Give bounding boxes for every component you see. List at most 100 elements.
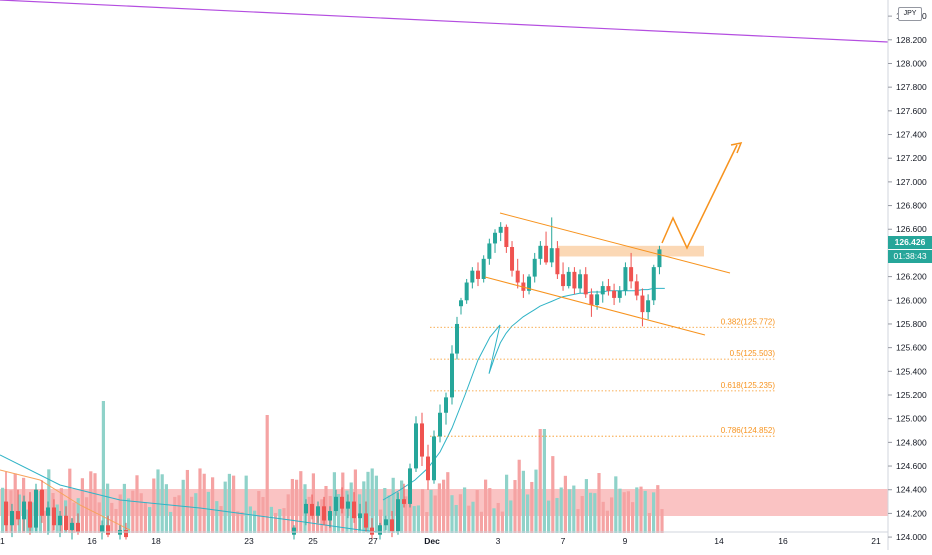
candle[interactable]	[600, 281, 605, 303]
pre-rally-candle[interactable]	[396, 492, 400, 535]
candle[interactable]	[646, 294, 651, 320]
volume-bar	[232, 475, 236, 533]
early-candle[interactable]	[340, 487, 344, 514]
early-candle[interactable]	[4, 471, 8, 532]
candle[interactable]	[532, 252, 537, 283]
early-candle[interactable]	[310, 494, 314, 520]
candle[interactable]	[527, 274, 532, 295]
pre-rally-candle[interactable]	[378, 522, 382, 540]
candle[interactable]	[493, 229, 498, 253]
candle[interactable]	[459, 297, 463, 315]
candle[interactable]	[640, 288, 645, 327]
candle[interactable]	[515, 258, 520, 289]
candle[interactable]	[578, 269, 583, 294]
candle[interactable]	[487, 238, 492, 265]
early-candle[interactable]	[28, 492, 32, 535]
resistance-zone[interactable]	[558, 245, 704, 257]
early-candle[interactable]	[364, 501, 368, 533]
candle-body	[606, 286, 611, 291]
pre-rally-candle[interactable]	[438, 404, 442, 443]
pre-rally-candle[interactable]	[420, 412, 424, 467]
early-candle[interactable]	[22, 495, 26, 532]
early-candle[interactable]	[40, 480, 44, 523]
long-term-trendline[interactable]	[0, 0, 889, 43]
early-candle[interactable]	[70, 518, 74, 540]
channel-upper-line[interactable]	[499, 212, 731, 274]
volume-bar	[660, 509, 664, 533]
candle[interactable]	[589, 288, 594, 317]
time-tick-label: 21	[871, 536, 881, 546]
candle[interactable]	[583, 267, 588, 298]
pre-rally-candle[interactable]	[426, 444, 430, 490]
pre-rally-candle[interactable]	[455, 316, 459, 360]
early-candle[interactable]	[124, 522, 128, 540]
early-candle[interactable]	[76, 513, 80, 535]
pre-rally-candle[interactable]	[402, 483, 406, 508]
moving-average-line[interactable]	[382, 287, 665, 501]
pre-rally-candle[interactable]	[432, 430, 436, 484]
candle[interactable]	[498, 222, 503, 242]
candle[interactable]	[521, 274, 526, 298]
volume-bar	[555, 497, 559, 533]
pre-rally-candle-body	[414, 423, 418, 469]
candle[interactable]	[555, 241, 560, 279]
candle[interactable]	[566, 267, 571, 289]
early-candle[interactable]	[106, 515, 110, 538]
candle[interactable]	[481, 255, 486, 283]
candle[interactable]	[617, 286, 622, 303]
pre-rally-candle[interactable]	[408, 463, 412, 508]
candle[interactable]	[470, 267, 475, 289]
candle[interactable]	[612, 283, 617, 306]
candle[interactable]	[561, 262, 566, 291]
volume-bar	[118, 494, 122, 533]
early-candle[interactable]	[52, 499, 56, 530]
early-candle[interactable]	[370, 518, 374, 540]
early-candle[interactable]	[328, 506, 332, 528]
volume-bar	[269, 506, 273, 533]
early-candle[interactable]	[100, 520, 104, 540]
candle[interactable]	[464, 278, 469, 304]
volume-bar	[509, 500, 513, 533]
currency-badge[interactable]: JPY	[898, 7, 922, 21]
early-candle-body	[322, 506, 326, 521]
candle[interactable]	[549, 217, 554, 268]
early-candle[interactable]	[316, 501, 320, 523]
pre-rally-candle[interactable]	[444, 392, 448, 425]
early-candle[interactable]	[46, 501, 50, 535]
early-candle[interactable]	[304, 499, 308, 526]
candle[interactable]	[504, 224, 509, 253]
volume-bar	[374, 475, 378, 533]
early-candle[interactable]	[352, 492, 356, 523]
volume-bar	[97, 502, 101, 533]
pre-rally-candle[interactable]	[384, 515, 388, 530]
candle[interactable]	[510, 241, 515, 277]
candle[interactable]	[476, 262, 481, 287]
candle-body	[561, 274, 566, 287]
candle[interactable]	[657, 245, 662, 275]
early-candle[interactable]	[322, 496, 326, 526]
channel-lower-line[interactable]	[484, 276, 706, 336]
early-candle[interactable]	[34, 483, 38, 532]
pre-rally-candle[interactable]	[450, 345, 454, 405]
projected-path[interactable]	[661, 144, 738, 250]
early-candle[interactable]	[16, 489, 20, 526]
candle[interactable]	[623, 262, 628, 296]
early-candle[interactable]	[64, 506, 68, 533]
volume-bar	[152, 478, 156, 533]
pre-rally-candle[interactable]	[390, 511, 394, 538]
candle[interactable]	[634, 274, 639, 301]
early-candle[interactable]	[346, 494, 350, 519]
early-candle[interactable]	[358, 503, 362, 530]
candle[interactable]	[538, 241, 543, 265]
candle[interactable]	[651, 264, 656, 306]
candle[interactable]	[572, 267, 577, 295]
candle[interactable]	[629, 252, 634, 289]
candle[interactable]	[606, 278, 611, 296]
pre-rally-candle[interactable]	[414, 416, 418, 472]
early-candle[interactable]	[58, 511, 62, 538]
early-candle[interactable]	[334, 489, 338, 516]
price-tick-label: 126.800	[896, 201, 927, 211]
candle[interactable]	[544, 231, 549, 265]
